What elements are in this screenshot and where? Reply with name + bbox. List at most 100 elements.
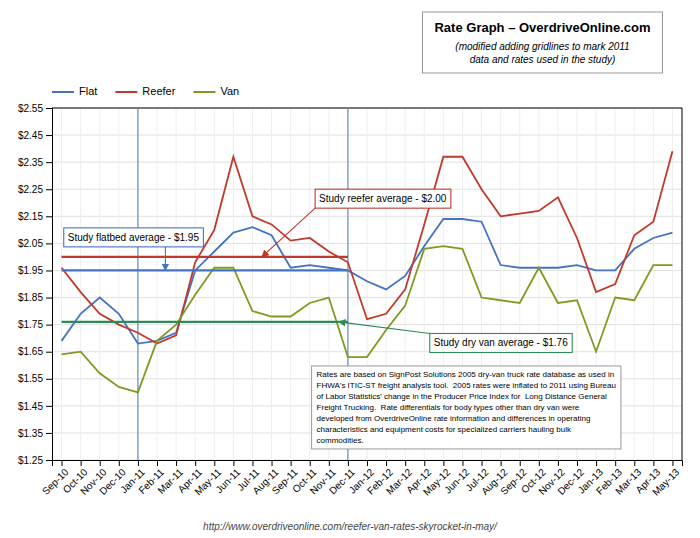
grid-line-x: [634, 108, 635, 460]
y-tick: $1.35: [18, 428, 52, 439]
y-tick-mark: [46, 352, 52, 353]
y-axis-line: [46, 109, 53, 461]
grid-line-x: [157, 108, 158, 460]
marks: [62, 108, 673, 460]
x-tick-mark: [272, 460, 273, 466]
plot-frame-top: [52, 108, 682, 109]
y-tick-label: $2.35: [18, 157, 43, 168]
grid-line-x: [80, 108, 81, 460]
series-line: [62, 219, 673, 344]
x-tick-mark: [615, 460, 616, 466]
y-tick-label: $2.15: [18, 211, 43, 222]
notes-line: FHWA's ITIC-ST freight analysis tool. 20…: [317, 381, 616, 390]
series-line: [62, 151, 673, 343]
x-tick-mark: [157, 460, 158, 466]
annotation-box: [315, 189, 451, 208]
annotation-arrow: [339, 322, 430, 334]
y-tick-label: $1.65: [18, 346, 43, 357]
y-tick-mark: [46, 243, 52, 244]
x-tick-mark: [577, 460, 578, 466]
grid-line-x: [653, 108, 654, 460]
x-tick: May-13: [650, 460, 682, 498]
y-tick-mark: [46, 162, 52, 163]
grid-line-x: [61, 108, 62, 460]
annotation-text: Study reefer average - $2.00: [319, 193, 447, 204]
y-tick-label: $1.85: [18, 292, 43, 303]
x-tick-mark: [176, 460, 177, 466]
annotation-text: Study dry van average - $1.76: [434, 337, 568, 348]
y-tick-label: $2.45: [18, 130, 43, 141]
legend-item: Flat: [52, 85, 97, 97]
x-tick-mark: [119, 460, 120, 466]
notes-text: Rates are based on SignPost Solutions 20…: [317, 370, 616, 445]
x-tick-mark: [214, 460, 215, 466]
y-tick: $1.45: [18, 401, 52, 412]
grid-line-x: [176, 108, 177, 460]
annotation: Study dry van average - $1.76: [339, 322, 573, 353]
y-tick-label: $2.05: [18, 238, 43, 249]
subtitle-line: (modified adding gridlines to mark 2011: [455, 41, 629, 52]
title-box: Rate Graph – OverdriveOnline.com(modifie…: [422, 12, 662, 73]
x-tick-mark: [539, 460, 540, 466]
y-tick-label: $1.45: [18, 401, 43, 412]
y-tick-mark: [46, 433, 52, 434]
y-tick-label: $2.55: [18, 103, 43, 114]
x-axis: Sep-10Oct-10Nov-10Dec-10Jan-11Feb-11Mar-…: [40, 460, 683, 498]
notes-line: developed from OverdriveOnline rate info…: [317, 414, 591, 423]
annotation-arrow: [262, 208, 315, 257]
x-tick-mark: [195, 460, 196, 466]
annotation: Study reefer average - $2.00: [262, 189, 451, 257]
y-tick-mark: [46, 406, 52, 407]
grid-line-x: [309, 108, 310, 460]
notes-line: Rates are based on SignPost Solutions 20…: [317, 370, 615, 379]
x-tick-mark: [653, 460, 654, 466]
y-tick: $1.65: [18, 346, 52, 357]
subtitle-line: data and rates used in the study): [470, 54, 616, 65]
x-tick-mark: [329, 460, 330, 466]
y-tick: $2.45: [18, 130, 52, 141]
grid-line-x: [195, 108, 196, 460]
x-tick-mark: [310, 460, 311, 466]
grid: [52, 108, 682, 460]
x-tick-mark: [405, 460, 406, 466]
grid-line-x: [118, 108, 119, 460]
x-tick-mark: [348, 460, 349, 466]
y-tick: $1.25: [18, 455, 52, 466]
y-tick-mark: [46, 135, 52, 136]
grid-line-x: [137, 108, 138, 460]
legend-item: Van: [193, 85, 239, 97]
plot-area: $1.25$1.35$1.45$1.55$1.65$1.75$1.85$1.95…: [18, 103, 683, 498]
chart-svg: Rate Graph – OverdriveOnline.com(modifie…: [0, 0, 700, 538]
x-tick-mark: [482, 460, 483, 466]
x-tick-mark: [138, 460, 139, 466]
annotation-arrow: [165, 247, 166, 271]
legend: Flat Reefer Van: [52, 85, 239, 97]
annotations: Study flatbed average - $1.95 Study reefe…: [64, 189, 572, 352]
x-axis-line: [53, 461, 683, 467]
y-tick-mark: [46, 216, 52, 217]
average-line: [62, 321, 348, 323]
y-tick: $1.55: [18, 373, 52, 384]
y-tick-mark: [46, 270, 52, 271]
average-line: [62, 269, 348, 271]
notes-line: Freight Trucking. Rate differentials for…: [317, 403, 580, 412]
x-tick-mark: [501, 460, 502, 466]
annotation: Study flatbed average - $1.95: [64, 228, 204, 271]
annotation-box: [64, 228, 204, 247]
average-line: [62, 256, 348, 258]
x-tick-mark: [367, 460, 368, 466]
legend-label: Van: [220, 85, 239, 97]
legend-item: Reefer: [115, 85, 175, 97]
grid-line-x: [99, 108, 100, 460]
y-tick-mark: [46, 298, 52, 299]
x-tick-label: May-13: [650, 466, 682, 498]
y-axis: $1.25$1.35$1.45$1.55$1.65$1.75$1.85$1.95…: [18, 103, 53, 466]
legend-label: Flat: [79, 85, 97, 97]
y-tick: $2.25: [18, 184, 52, 195]
annotation-box: [430, 333, 572, 352]
x-tick-mark: [252, 460, 253, 466]
grid-line-x: [252, 108, 253, 460]
y-tick-mark: [46, 379, 52, 380]
y-tick: $2.05: [18, 238, 52, 249]
legend-label: Reefer: [142, 85, 175, 97]
